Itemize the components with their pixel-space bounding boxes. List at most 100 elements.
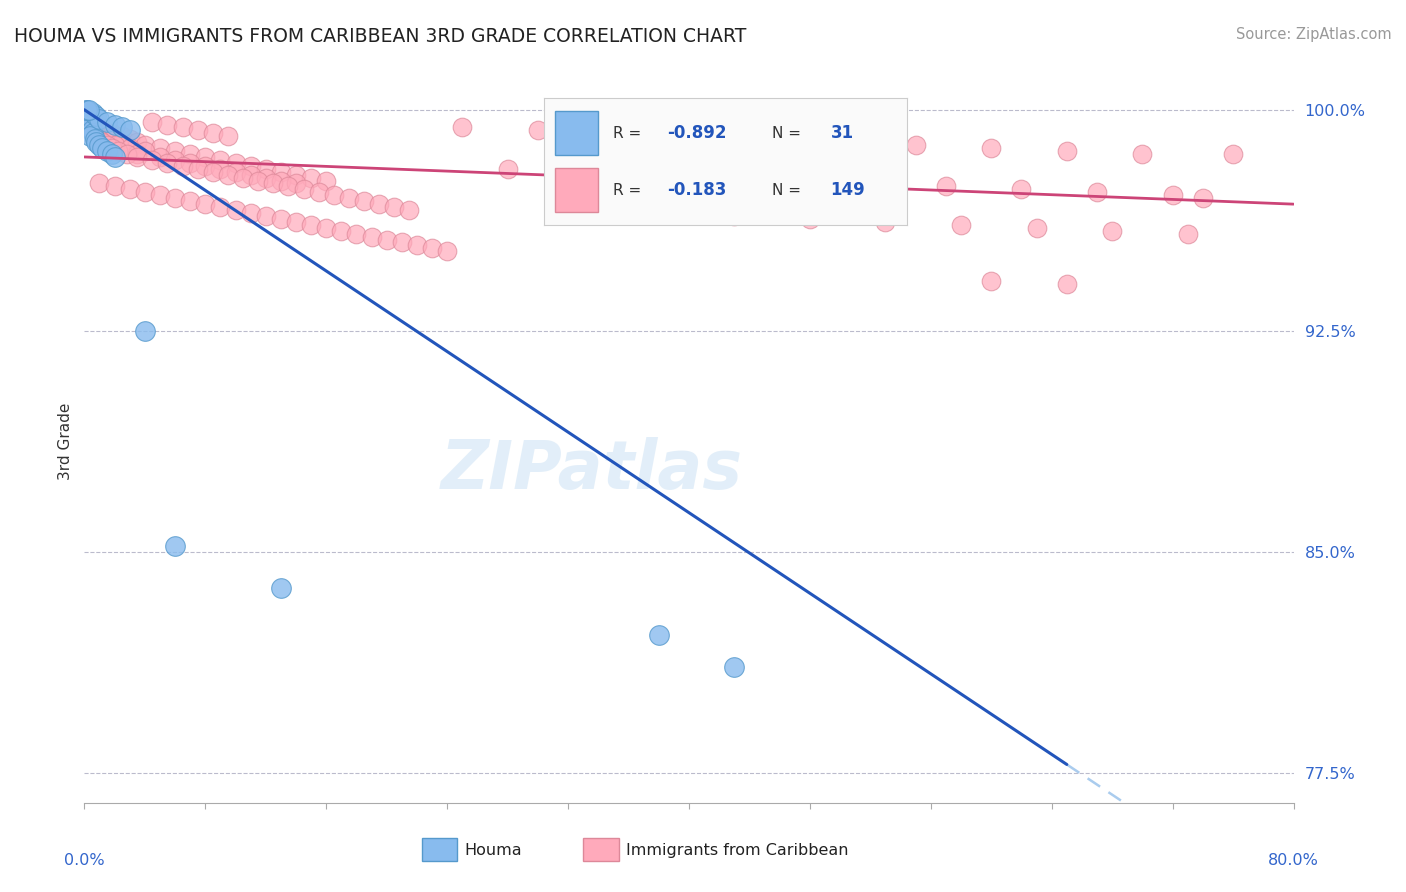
Point <box>980 274 1002 288</box>
Point <box>86 123 108 137</box>
Point <box>315 220 337 235</box>
Point <box>709 170 731 185</box>
Point <box>77 120 100 135</box>
Point <box>76 118 98 132</box>
Point <box>1011 182 1033 196</box>
Point <box>104 129 127 144</box>
Point <box>77 105 100 120</box>
Point <box>91 123 114 137</box>
Point <box>86 129 108 144</box>
Point <box>104 138 127 153</box>
Point <box>557 164 579 178</box>
Point <box>783 173 806 187</box>
Point <box>115 147 138 161</box>
Point <box>950 218 973 232</box>
Point <box>118 182 141 196</box>
Point <box>89 120 111 135</box>
Point <box>156 118 179 132</box>
Point <box>100 141 122 155</box>
Point <box>1056 277 1078 291</box>
Point <box>89 138 111 153</box>
Point <box>1056 144 1078 158</box>
Point <box>86 135 108 149</box>
Text: Immigrants from Caribbean: Immigrants from Caribbean <box>626 843 848 857</box>
Point <box>420 241 443 255</box>
Point <box>118 123 141 137</box>
Point <box>118 132 141 146</box>
Point <box>82 123 104 137</box>
Point <box>82 112 104 126</box>
Point <box>149 150 172 164</box>
Point <box>80 123 103 137</box>
Point <box>187 161 209 176</box>
Point <box>353 194 375 209</box>
Point <box>217 129 239 144</box>
Point <box>360 229 382 244</box>
Point <box>165 153 187 167</box>
Point <box>1101 224 1123 238</box>
Point <box>104 179 127 194</box>
Point <box>179 156 201 170</box>
Point <box>96 144 118 158</box>
Point <box>299 170 322 185</box>
Point <box>118 141 141 155</box>
Point <box>496 161 519 176</box>
Point <box>277 179 299 194</box>
Text: ZIPatlas: ZIPatlas <box>441 437 744 503</box>
Point <box>75 103 97 117</box>
Point <box>935 179 957 194</box>
Point <box>134 186 156 200</box>
Point <box>254 170 277 185</box>
Point <box>96 132 118 146</box>
Point <box>76 109 98 123</box>
Point <box>76 103 98 117</box>
Point <box>79 114 101 128</box>
Point <box>754 132 776 146</box>
Point <box>337 191 360 205</box>
Point <box>111 120 134 135</box>
Point <box>602 127 624 141</box>
Point <box>91 141 114 155</box>
Point <box>172 120 194 135</box>
Point <box>172 159 194 173</box>
Point <box>723 209 745 223</box>
Point <box>225 156 247 170</box>
Point <box>398 202 420 217</box>
Point <box>165 144 187 158</box>
Point <box>194 159 217 173</box>
Point <box>80 123 103 137</box>
Point <box>254 161 277 176</box>
Point <box>1085 186 1108 200</box>
Point <box>239 206 262 220</box>
Point <box>904 138 927 153</box>
Point <box>678 129 700 144</box>
Point <box>723 660 745 674</box>
Point <box>1192 191 1215 205</box>
Point <box>285 177 308 191</box>
Point <box>201 127 224 141</box>
Point <box>648 206 671 220</box>
Point <box>262 177 284 191</box>
Point <box>1130 147 1153 161</box>
Point <box>86 109 108 123</box>
Point <box>165 539 187 553</box>
Point <box>77 118 100 132</box>
Point <box>89 112 111 126</box>
Point <box>308 186 330 200</box>
Point <box>127 135 149 149</box>
Point <box>209 200 232 214</box>
Point <box>391 235 413 250</box>
Point <box>89 177 111 191</box>
Point <box>75 105 97 120</box>
Point <box>179 147 201 161</box>
Point <box>201 164 224 178</box>
Point <box>225 202 247 217</box>
Y-axis label: 3rd Grade: 3rd Grade <box>58 403 73 480</box>
Point <box>149 141 172 155</box>
Point <box>330 224 353 238</box>
Point <box>194 150 217 164</box>
Point <box>100 147 122 161</box>
Point <box>187 123 209 137</box>
Point <box>76 103 98 117</box>
Point <box>1025 220 1047 235</box>
